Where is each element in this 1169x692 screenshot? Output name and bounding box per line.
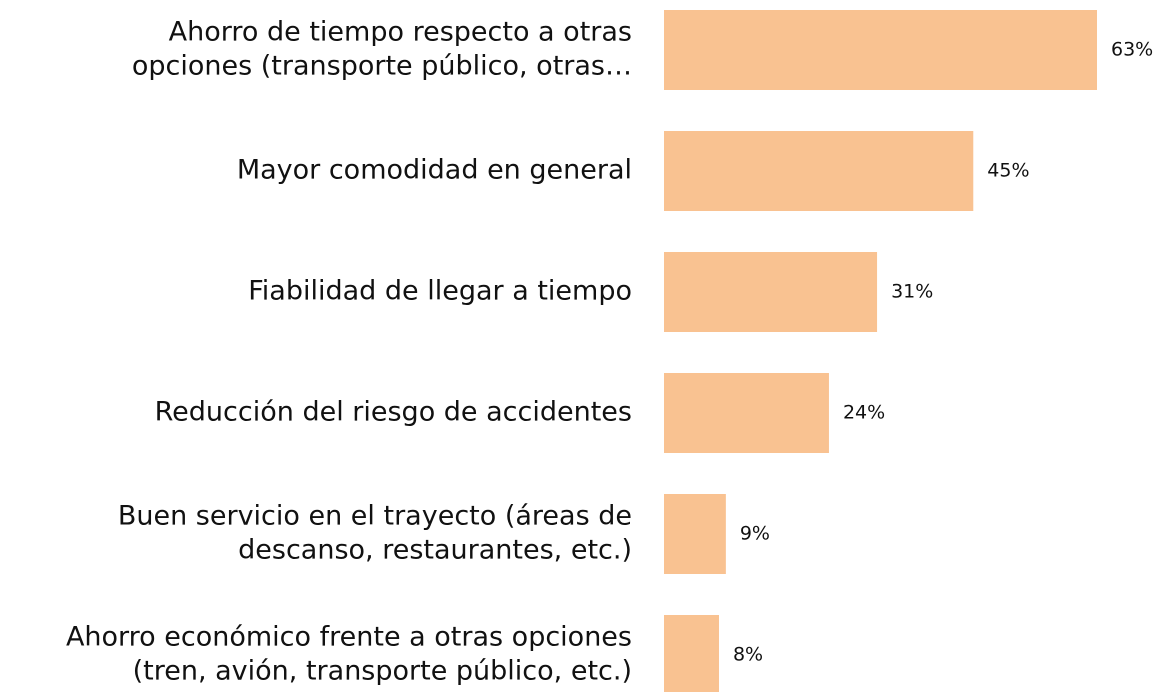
bar bbox=[664, 10, 1097, 90]
category-label: Ahorro de tiempo respecto a otras bbox=[169, 17, 632, 48]
value-label: 45% bbox=[987, 160, 1029, 182]
category-label: Mayor comodidad en general bbox=[237, 155, 632, 186]
category-label: Fiabilidad de llegar a tiempo bbox=[248, 276, 632, 307]
value-label: 31% bbox=[891, 281, 933, 303]
category-label: Reducción del riesgo de accidentes bbox=[155, 397, 632, 428]
bar bbox=[664, 615, 719, 692]
category-label: descanso, restaurantes, etc.) bbox=[238, 535, 632, 566]
value-label: 9% bbox=[740, 523, 770, 545]
value-label: 8% bbox=[733, 644, 763, 666]
category-label: Ahorro económico frente a otras opciones bbox=[66, 622, 632, 653]
value-label: 63% bbox=[1111, 39, 1153, 61]
value-label: 24% bbox=[843, 402, 885, 424]
bar bbox=[664, 494, 726, 574]
bar bbox=[664, 373, 829, 453]
bar bbox=[664, 131, 974, 211]
category-label: Buen servicio en el trayecto (áreas de bbox=[118, 501, 632, 532]
category-label: (tren, avión, transporte público, etc.) bbox=[133, 656, 632, 687]
bar bbox=[664, 252, 878, 332]
category-label: opciones (transporte público, otras… bbox=[132, 51, 632, 82]
